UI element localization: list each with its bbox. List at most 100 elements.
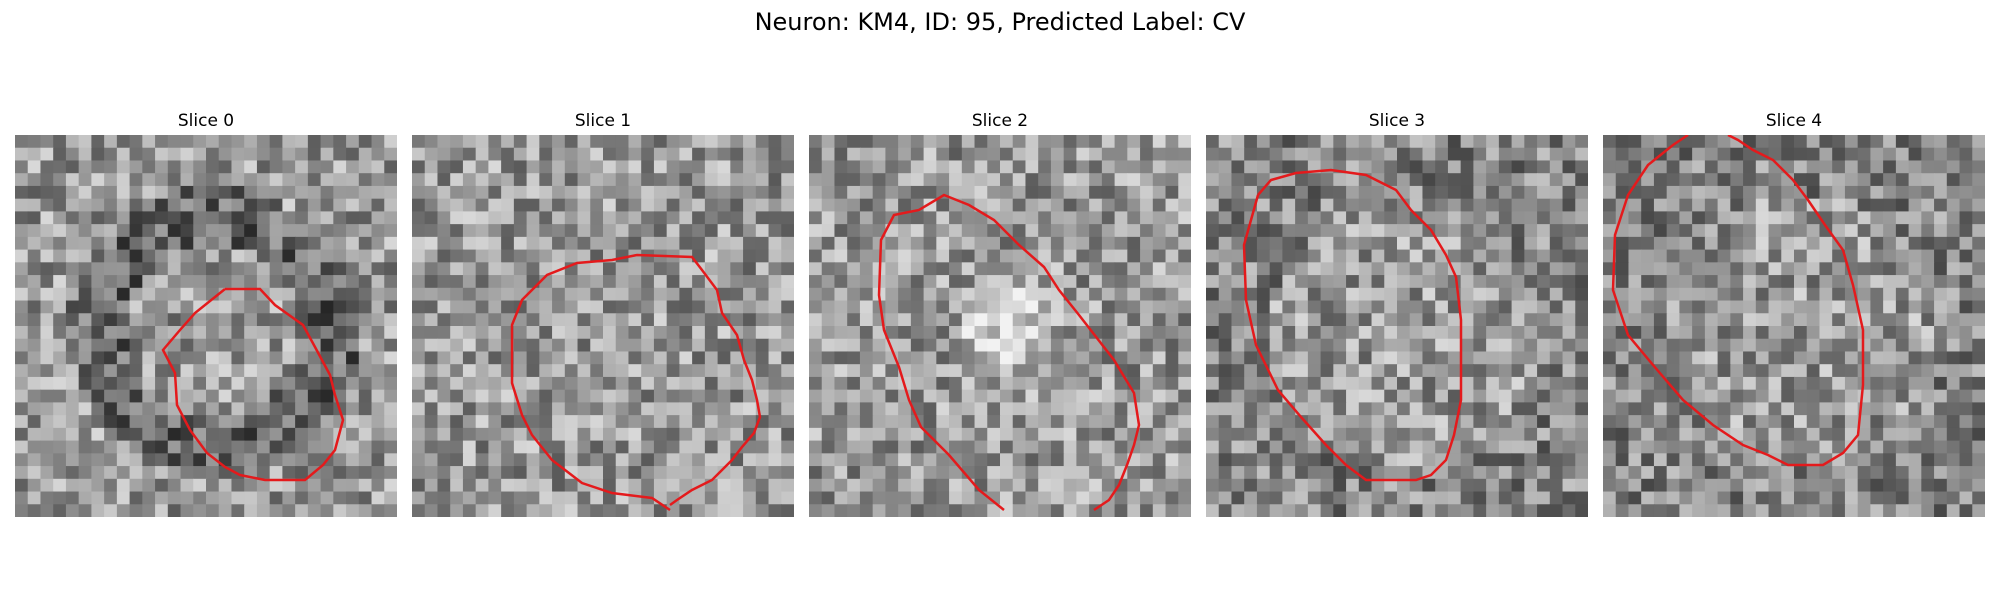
- pixel: [936, 211, 950, 225]
- pixel: [1076, 364, 1090, 378]
- pixel: [974, 173, 988, 187]
- pixel: [1549, 300, 1564, 314]
- pixel: [910, 313, 925, 327]
- pixel: [539, 224, 553, 238]
- pixel: [1012, 491, 1027, 505]
- pixel: [167, 198, 182, 212]
- pixel: [1486, 415, 1500, 429]
- pixel: [1921, 135, 1935, 149]
- pixel: [898, 236, 912, 251]
- pixel: [1307, 338, 1322, 353]
- pixel: [1346, 185, 1360, 200]
- pixel: [282, 236, 296, 251]
- pixel: [142, 198, 156, 212]
- pixel: [641, 224, 655, 238]
- pixel: [78, 262, 92, 276]
- pixel: [1038, 504, 1052, 517]
- pixel: [475, 440, 489, 454]
- pixel: [450, 351, 464, 365]
- pixel: [1832, 389, 1846, 403]
- pixel: [1641, 453, 1655, 467]
- pixel: [603, 402, 617, 416]
- pixel: [590, 236, 604, 251]
- pixel: [193, 147, 207, 162]
- pixel: [603, 415, 617, 429]
- pixel: [781, 326, 794, 340]
- pixel: [1895, 262, 1910, 276]
- pixel: [1794, 249, 1808, 263]
- pixel: [1946, 389, 1961, 403]
- pixel: [206, 338, 220, 353]
- pixel: [679, 224, 693, 238]
- pixel: [1025, 466, 1039, 480]
- pixel: [513, 224, 528, 238]
- pixel: [552, 427, 566, 442]
- pixel: [295, 402, 309, 416]
- pixel: [1972, 287, 1985, 302]
- pixel: [1409, 491, 1424, 505]
- pixel: [1768, 262, 1782, 276]
- pixel: [1946, 478, 1961, 493]
- pixel: [641, 364, 655, 378]
- pixel: [1346, 364, 1360, 378]
- pixel: [1346, 326, 1360, 340]
- pixel: [1908, 440, 1922, 454]
- pixel: [1908, 427, 1922, 442]
- pixel: [679, 300, 693, 314]
- pixel: [155, 275, 169, 289]
- pixel: [15, 224, 29, 238]
- pixel: [488, 160, 502, 174]
- pixel: [1295, 338, 1309, 353]
- pixel: [1178, 173, 1191, 187]
- pixel: [859, 198, 874, 212]
- pixel: [564, 478, 579, 493]
- pixel: [730, 389, 744, 403]
- pixel: [1333, 135, 1347, 149]
- pixel: [1384, 173, 1398, 187]
- pixel: [1127, 504, 1141, 517]
- pixel: [603, 427, 617, 442]
- pixel: [129, 402, 143, 416]
- pixel: [577, 275, 591, 289]
- pixel: [847, 364, 861, 378]
- pixel: [1140, 466, 1154, 480]
- pixel: [1511, 376, 1525, 391]
- pixel: [244, 504, 258, 517]
- pixel: [1704, 224, 1719, 238]
- pixel: [231, 249, 245, 263]
- pixel: [1346, 376, 1360, 391]
- pixel: [910, 275, 925, 289]
- pixel: [1921, 326, 1935, 340]
- pixel: [116, 185, 131, 200]
- pixel: [1346, 147, 1360, 162]
- pixel: [346, 135, 360, 149]
- pixel: [743, 185, 757, 200]
- pixel: [743, 249, 757, 263]
- pixel: [1076, 249, 1090, 263]
- pixel: [116, 440, 131, 454]
- pixel: [78, 147, 92, 162]
- pixel: [450, 440, 464, 454]
- pixel: [40, 275, 54, 289]
- pixel: [1603, 427, 1617, 442]
- pixel: [1666, 249, 1680, 263]
- pixel: [834, 275, 848, 289]
- pixel: [65, 364, 80, 378]
- pixel: [1358, 275, 1373, 289]
- pixel: [1422, 453, 1436, 467]
- pixel: [1870, 198, 1884, 212]
- pixel: [1972, 224, 1985, 238]
- pixel: [653, 466, 668, 480]
- pixel: [898, 440, 912, 454]
- pixel: [1152, 160, 1167, 174]
- pixel: [1717, 491, 1731, 505]
- pixel: [1025, 287, 1039, 302]
- pixel: [218, 224, 233, 238]
- pixel: [1256, 326, 1271, 340]
- pixel: [1307, 173, 1322, 187]
- pixel: [666, 427, 680, 442]
- pixel: [1114, 326, 1128, 340]
- pixel: [27, 466, 42, 480]
- pixel: [1743, 376, 1757, 391]
- pixel: [1231, 440, 1245, 454]
